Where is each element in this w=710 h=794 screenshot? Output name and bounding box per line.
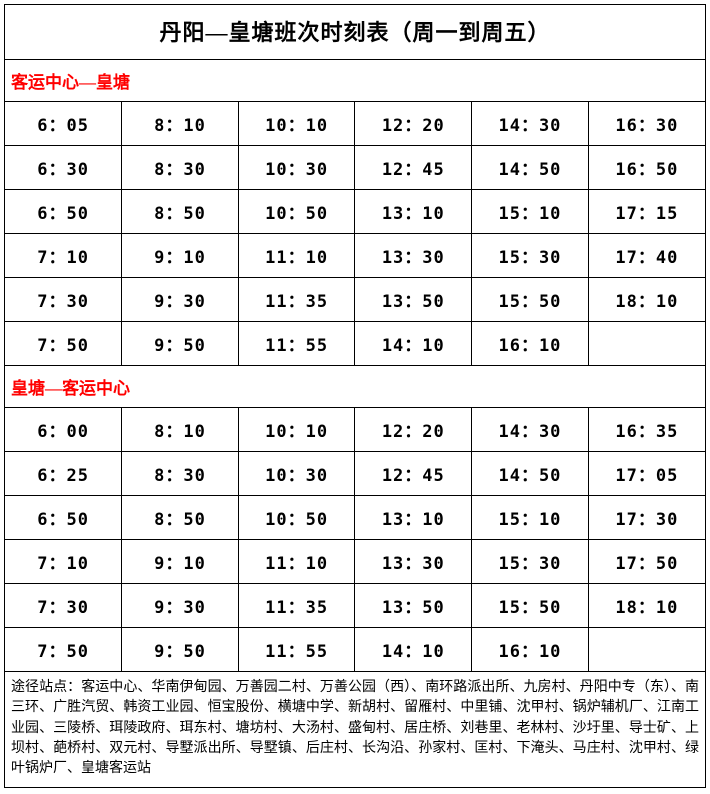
time-cell: 15：10 xyxy=(472,190,589,234)
time-cell: 9：30 xyxy=(122,584,239,628)
time-cell: 6：05 xyxy=(5,102,122,146)
table-row: 6：008：1010：1012：2014：3016：35 xyxy=(5,408,705,452)
time-cell: 11：35 xyxy=(238,278,355,322)
table-row: 6：508：5010：5013：1015：1017：30 xyxy=(5,496,705,540)
time-cell: 8：10 xyxy=(122,408,239,452)
time-cell: 12：45 xyxy=(355,146,472,190)
time-cell: 7：50 xyxy=(5,628,122,672)
time-cell: 7：10 xyxy=(5,540,122,584)
time-cell: 8：30 xyxy=(122,452,239,496)
time-cell: 17：40 xyxy=(588,234,705,278)
time-cell: 7：10 xyxy=(5,234,122,278)
time-cell: 12：45 xyxy=(355,452,472,496)
table-row: 6：258：3010：3012：4514：5017：05 xyxy=(5,452,705,496)
schedule-table: 6：058：1010：1012：2014：3016：306：308：3010：3… xyxy=(5,102,705,366)
time-cell: 6：50 xyxy=(5,190,122,234)
time-cell: 16：30 xyxy=(588,102,705,146)
time-cell: 13：10 xyxy=(355,190,472,234)
time-cell: 10：10 xyxy=(238,102,355,146)
page-title: 丹阳—皇塘班次时刻表（周一到周五） xyxy=(5,5,705,60)
table-row: 7：509：5011：5514：1016：10 xyxy=(5,628,705,672)
time-cell: 12：20 xyxy=(355,102,472,146)
time-cell: 9：10 xyxy=(122,540,239,584)
time-cell: 11：35 xyxy=(238,584,355,628)
time-cell: 18：10 xyxy=(588,584,705,628)
table-row: 7：309：3011：3513：5015：5018：10 xyxy=(5,584,705,628)
time-cell xyxy=(588,322,705,366)
time-cell: 8：50 xyxy=(122,496,239,540)
time-cell: 16：35 xyxy=(588,408,705,452)
time-cell: 10：50 xyxy=(238,190,355,234)
time-cell: 15：10 xyxy=(472,496,589,540)
time-cell: 17：05 xyxy=(588,452,705,496)
schedule-table: 6：008：1010：1012：2014：3016：356：258：3010：3… xyxy=(5,408,705,672)
time-cell: 10：30 xyxy=(238,452,355,496)
table-row: 7：109：1011：1013：3015：3017：50 xyxy=(5,540,705,584)
time-cell: 7：30 xyxy=(5,278,122,322)
time-cell: 17：30 xyxy=(588,496,705,540)
time-cell: 9：50 xyxy=(122,628,239,672)
time-cell: 6：30 xyxy=(5,146,122,190)
time-cell: 7：50 xyxy=(5,322,122,366)
time-cell: 6：25 xyxy=(5,452,122,496)
time-cell: 10：10 xyxy=(238,408,355,452)
table-row: 7：509：5011：5514：1016：10 xyxy=(5,322,705,366)
time-cell: 9：50 xyxy=(122,322,239,366)
time-cell: 14：10 xyxy=(355,322,472,366)
route-stations-note: 途径站点：客运中心、华南伊甸园、万善园二村、万善公园（西）、南环路派出所、九房村… xyxy=(5,672,705,788)
time-cell: 11：10 xyxy=(238,540,355,584)
time-cell: 13：30 xyxy=(355,540,472,584)
time-cell: 14：50 xyxy=(472,146,589,190)
section-header: 皇塘—客运中心 xyxy=(5,366,705,408)
time-cell: 17：15 xyxy=(588,190,705,234)
time-cell: 15：30 xyxy=(472,234,589,278)
time-cell: 16：50 xyxy=(588,146,705,190)
time-cell: 11：55 xyxy=(238,628,355,672)
table-row: 7：309：3011：3513：5015：5018：10 xyxy=(5,278,705,322)
time-cell: 13：30 xyxy=(355,234,472,278)
time-cell: 14：50 xyxy=(472,452,589,496)
time-cell: 11：55 xyxy=(238,322,355,366)
table-row: 6：508：5010：5013：1015：1017：15 xyxy=(5,190,705,234)
time-cell: 14：10 xyxy=(355,628,472,672)
timetable-container: 丹阳—皇塘班次时刻表（周一到周五） 客运中心—皇塘6：058：1010：1012… xyxy=(4,4,706,788)
time-cell: 18：10 xyxy=(588,278,705,322)
time-cell: 14：30 xyxy=(472,102,589,146)
time-cell: 13：10 xyxy=(355,496,472,540)
time-cell: 11：10 xyxy=(238,234,355,278)
time-cell: 6：50 xyxy=(5,496,122,540)
time-cell: 17：50 xyxy=(588,540,705,584)
time-cell: 13：50 xyxy=(355,584,472,628)
table-row: 7：109：1011：1013：3015：3017：40 xyxy=(5,234,705,278)
time-cell: 13：50 xyxy=(355,278,472,322)
time-cell: 12：20 xyxy=(355,408,472,452)
section-header: 客运中心—皇塘 xyxy=(5,60,705,102)
time-cell: 14：30 xyxy=(472,408,589,452)
time-cell: 8：10 xyxy=(122,102,239,146)
time-cell: 10：50 xyxy=(238,496,355,540)
table-row: 6：308：3010：3012：4514：5016：50 xyxy=(5,146,705,190)
time-cell xyxy=(588,628,705,672)
time-cell: 9：10 xyxy=(122,234,239,278)
time-cell: 16：10 xyxy=(472,628,589,672)
time-cell: 8：50 xyxy=(122,190,239,234)
time-cell: 6：00 xyxy=(5,408,122,452)
time-cell: 8：30 xyxy=(122,146,239,190)
time-cell: 16：10 xyxy=(472,322,589,366)
time-cell: 9：30 xyxy=(122,278,239,322)
time-cell: 15：50 xyxy=(472,278,589,322)
time-cell: 7：30 xyxy=(5,584,122,628)
time-cell: 15：30 xyxy=(472,540,589,584)
time-cell: 10：30 xyxy=(238,146,355,190)
table-row: 6：058：1010：1012：2014：3016：30 xyxy=(5,102,705,146)
time-cell: 15：50 xyxy=(472,584,589,628)
